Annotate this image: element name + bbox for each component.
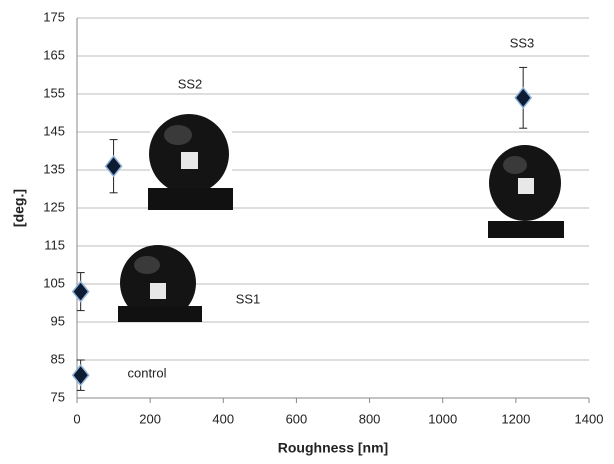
y-tick-label: 125 (43, 199, 65, 214)
point-label: SS1 (236, 291, 261, 306)
x-tick-label: 200 (139, 411, 161, 426)
y-tick-label: 175 (43, 9, 65, 24)
x-tick-label: 0 (73, 411, 80, 426)
y-tick-label: 85 (51, 351, 65, 366)
y-tick-label: 105 (43, 275, 65, 290)
x-tick-label: 800 (359, 411, 381, 426)
y-tick-label: 145 (43, 123, 65, 138)
x-tick-label: 1400 (575, 411, 604, 426)
y-tick-label: 115 (44, 237, 65, 252)
y-tick-label: 155 (43, 85, 65, 100)
droplet-ss1 (118, 245, 202, 322)
point (71, 280, 90, 303)
y-axis-label: [deg.] (11, 189, 27, 227)
x-tick-label: 1000 (428, 411, 457, 426)
y-tick-label: 75 (51, 389, 65, 404)
x-axis-label: Roughness [nm] (278, 440, 388, 456)
droplet-ss2 (148, 100, 233, 210)
point (71, 363, 90, 387)
y-tick-label: 95 (51, 313, 65, 328)
point-label: SS3 (510, 35, 535, 50)
point (104, 154, 123, 178)
x-tick-label: 400 (212, 411, 234, 426)
droplet-images (118, 100, 564, 322)
point-label: SS2 (178, 76, 203, 91)
y-tick-label: 165 (43, 47, 65, 62)
x-tick-label: 600 (286, 411, 308, 426)
droplet-ss3 (488, 145, 564, 238)
point (514, 86, 533, 110)
x-tick-label: 1200 (501, 411, 530, 426)
y-tick-label: 135 (43, 161, 65, 176)
point-label: control (127, 365, 166, 380)
